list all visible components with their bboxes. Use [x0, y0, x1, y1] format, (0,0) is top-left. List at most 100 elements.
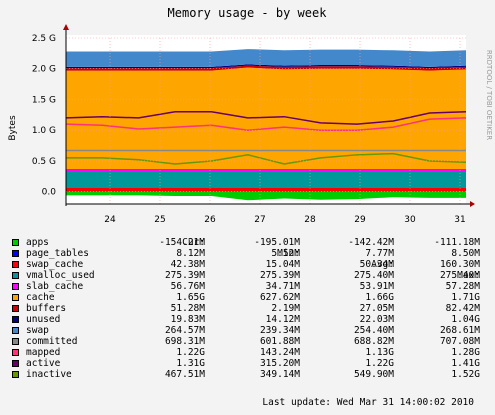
x-tick-label: 30: [404, 215, 416, 225]
legend-name: slab_cache: [26, 281, 84, 292]
legend-avg: 7.77M: [365, 248, 394, 259]
legend-row-swap: swap 264.57M 239.34M 254.40M 268.61M: [12, 325, 488, 336]
legend-min: 315.20M: [259, 358, 300, 369]
legend-swatch: [12, 250, 19, 257]
legend-min: 275.39M: [259, 270, 300, 281]
y-tick-label: 2.5 G: [32, 34, 56, 44]
legend-cur: 1.22G: [176, 347, 205, 358]
area-cache: [66, 67, 466, 169]
legend-swatch: [12, 261, 19, 268]
legend-max: 8.50M: [451, 248, 480, 259]
legend-min: 143.24M: [259, 347, 300, 358]
legend-avg: -142.42M: [348, 237, 394, 248]
legend-cur: 1.65G: [176, 292, 205, 303]
x-tick-label: 25: [154, 215, 165, 225]
y-axis-ticks: 2.5 G 2.0 G 1.5 G 1.0 G 0.5 G 0.0: [32, 34, 56, 198]
legend-swatch: [12, 371, 19, 378]
legend-min: -195.01M: [254, 237, 300, 248]
legend-avg: 275.40M: [353, 270, 394, 281]
legend-max: 1.52G: [451, 369, 480, 380]
legend-min: 239.34M: [259, 325, 300, 336]
legend-max: 1.28G: [451, 347, 480, 358]
legend-cur: -154.21M: [159, 237, 205, 248]
legend-name: inactive: [26, 369, 72, 380]
legend-max: -111.18M: [434, 237, 480, 248]
legend-swatch: [12, 239, 19, 246]
legend-cur: 698.31M: [164, 336, 205, 347]
legend-swatch: [12, 360, 19, 367]
legend-max: 160.30M: [439, 259, 480, 270]
x-tick-label: 29: [354, 215, 366, 225]
legend-row-apps: apps -154.21M -195.01M -142.42M -111.18M: [12, 237, 488, 248]
legend-name: apps: [26, 237, 49, 248]
legend-swatch: [12, 294, 19, 301]
legend-min: 5.52M: [271, 248, 300, 259]
legend-name: committed: [26, 336, 78, 347]
legend-min: 34.71M: [265, 281, 300, 292]
legend-row-cache: cache 1.65G 627.62M 1.66G 1.71G: [12, 292, 488, 303]
x-tick-label: 26: [204, 215, 216, 225]
legend-avg: 50.34M: [359, 259, 394, 270]
legend-max: 707.08M: [439, 336, 480, 347]
legend-max: 268.61M: [439, 325, 480, 336]
area-apps: [66, 191, 466, 201]
y-tick-label: 0.5 G: [32, 157, 56, 167]
area-vmalloc-used: [66, 172, 466, 189]
y-tick-label: 2.0 G: [32, 65, 56, 75]
line-inactive: [66, 152, 467, 165]
legend-swatch: [12, 338, 19, 345]
legend-row-active: active 1.31G 315.20M 1.22G 1.41G: [12, 358, 488, 369]
legend-min: 14.12M: [265, 314, 300, 325]
legend-swatch: [12, 349, 19, 356]
header-avg: Avg:: [371, 259, 394, 270]
x-axis-ticks: 24 25 26 27 28 29 30 31: [104, 215, 465, 225]
legend-swatch: [12, 305, 19, 312]
y-axis-label: Bytes: [8, 115, 18, 141]
legend-max: 82.42M: [445, 303, 480, 314]
legend-row-unused: unused 19.83M 14.12M 22.03M 1.04G: [12, 314, 488, 325]
line-mapped: [65, 117, 467, 131]
legend-cur: 264.57M: [164, 325, 205, 336]
legend-name: unused: [26, 314, 61, 325]
legend-min: 349.14M: [259, 369, 300, 380]
y-tick-label: 1.0 G: [32, 126, 56, 136]
legend-max: 1.41G: [451, 358, 480, 369]
legend-name: page_tables: [26, 248, 89, 259]
legend-max: 1.04G: [451, 314, 480, 325]
legend-name: swap_cache: [26, 259, 84, 270]
area-swap-cache: [66, 188, 466, 192]
stacked-areas: [66, 49, 466, 201]
legend-cur: 8.12M: [176, 248, 205, 259]
legend-cur: 19.83M: [170, 314, 205, 325]
legend-name: swap: [26, 325, 49, 336]
legend-row-vmalloc-used: vmalloc_used 275.39M 275.39M 275.40M 275.40M: [12, 270, 488, 281]
header-min: Min:: [277, 248, 300, 259]
legend-name: active: [26, 358, 61, 369]
chart-title: Memory usage - by week: [168, 6, 328, 20]
legend-row-inactive: inactive 467.51M 349.14M 549.90M 1.52G: [12, 369, 488, 380]
legend-cur: 1.31G: [176, 358, 205, 369]
last-update: Last update: Wed Mar 31 14:00:02 2010: [262, 397, 474, 408]
x-tick-label: 27: [254, 215, 265, 225]
x-axis-arrow-icon: [470, 201, 475, 207]
header-cur: Cur:: [182, 237, 205, 248]
legend-cur: 56.76M: [170, 281, 205, 292]
legend-cur: 275.39M: [164, 270, 205, 281]
legend-swatch: [12, 272, 19, 279]
legend-avg: 1.66G: [365, 292, 394, 303]
legend-avg: 549.90M: [353, 369, 394, 380]
legend-min: 627.62M: [259, 292, 300, 303]
legend-header: Cur: Min: Avg: Max:: [12, 226, 488, 281]
y-tick-label: 1.5 G: [32, 95, 56, 105]
header-max: Max:: [457, 270, 480, 281]
legend-min: 601.88M: [259, 336, 300, 347]
area-unused: [66, 64, 466, 69]
legend-avg: 1.22G: [365, 358, 394, 369]
x-tick-label: 28: [304, 215, 316, 225]
area-buffers: [66, 65, 466, 71]
legend-min: 15.04M: [265, 259, 300, 270]
legend-avg: 27.05M: [359, 303, 394, 314]
legend-row-buffers: buffers 51.28M 2.19M 27.05M 82.42M: [12, 303, 488, 314]
legend-name: buffers: [26, 303, 67, 314]
grid: [66, 37, 466, 204]
